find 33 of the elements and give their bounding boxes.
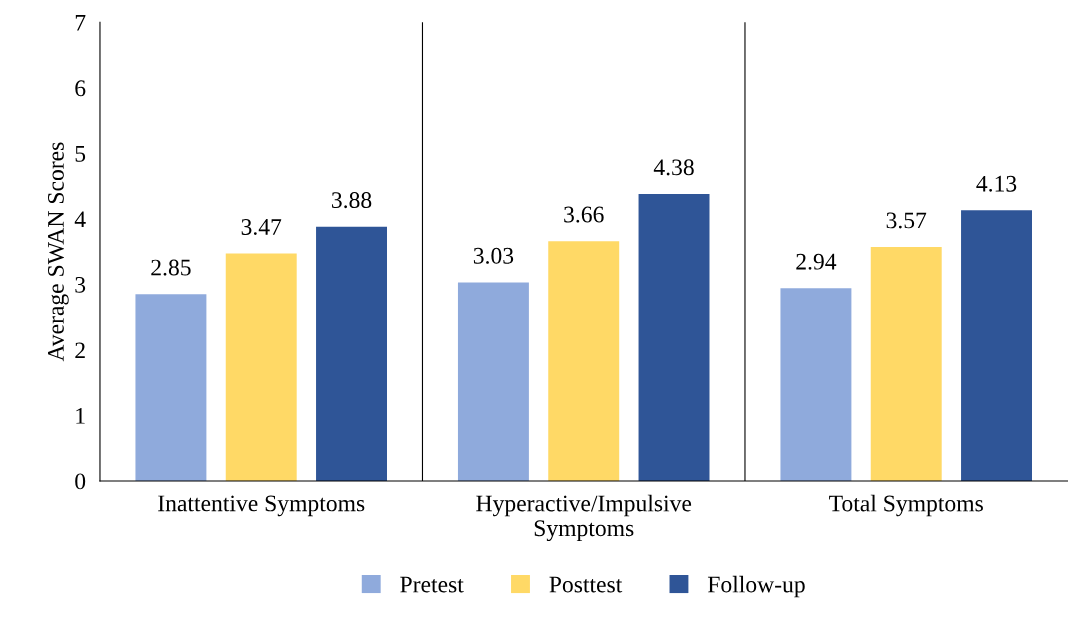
- legend-label: Follow-up: [707, 575, 805, 598]
- data-label: 4.38: [653, 159, 694, 176]
- x-tick-label: Total Symptoms: [829, 494, 983, 517]
- legend-label: Posttest: [549, 576, 623, 593]
- y-tick-label: 7: [75, 15, 86, 31]
- data-label: 3.66: [564, 206, 604, 223]
- y-tick-label: 1: [76, 408, 85, 424]
- x-tick-label: Hyperactive/Impulsive Symptoms: [476, 494, 692, 542]
- y-tick-label: 4: [74, 211, 86, 228]
- legend-label: Pretest: [400, 576, 464, 593]
- bar: [638, 193, 710, 481]
- y-tick-label: 6: [75, 80, 86, 97]
- bar: [225, 253, 297, 481]
- data-label: 3.47: [241, 219, 282, 235]
- data-label: 3.88: [331, 192, 372, 209]
- bar: [961, 210, 1032, 481]
- data-label: 4.13: [976, 175, 1017, 192]
- y-axis-title: Average SWAN Scores: [48, 142, 69, 362]
- data-label: 3.03: [473, 247, 514, 264]
- y-tick-label: 5: [75, 146, 86, 162]
- bar: [135, 294, 207, 481]
- data-label: 2.94: [796, 253, 837, 270]
- data-label: 2.85: [151, 259, 191, 276]
- bar: [316, 226, 387, 481]
- bar: [870, 247, 942, 481]
- bar: [457, 282, 529, 481]
- bar: [780, 288, 852, 481]
- y-tick-label: 2: [75, 342, 85, 359]
- y-tick-label: 0: [75, 473, 86, 490]
- data-label: 3.57: [886, 212, 927, 229]
- y-tick-label: 3: [75, 276, 86, 293]
- bar: [548, 241, 620, 481]
- x-tick-label: Inattentive Symptoms: [158, 495, 365, 517]
